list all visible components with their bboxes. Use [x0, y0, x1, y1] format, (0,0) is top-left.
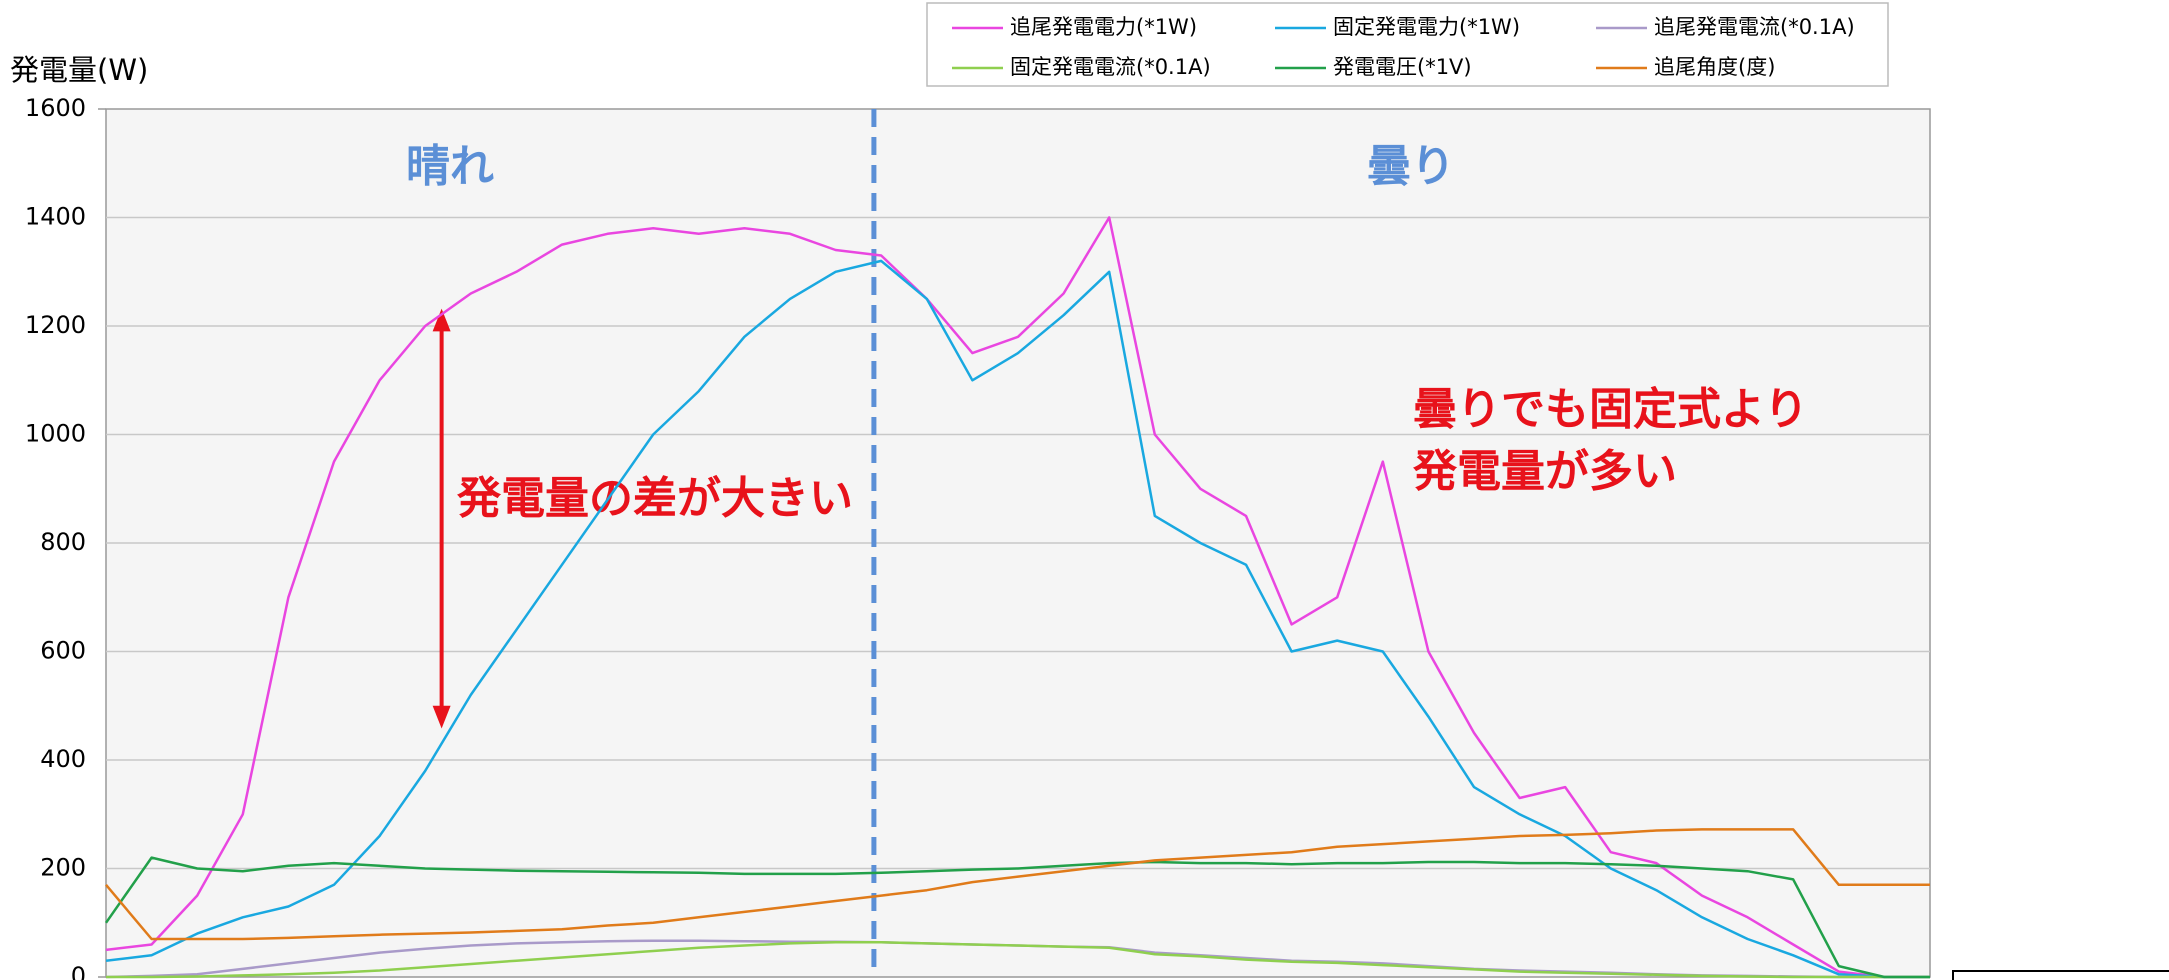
y-tick-label: 200	[40, 854, 86, 882]
y-tick-label: 1000	[25, 420, 86, 448]
annotation: 発電量が多い	[1412, 446, 1677, 497]
series-line	[105, 216, 1930, 979]
legend-box	[926, 2, 1889, 87]
y-tick-label: 0	[71, 962, 86, 980]
series-line	[105, 828, 1930, 941]
y-tick-label: 400	[40, 745, 86, 773]
series-line	[105, 259, 1930, 979]
legend-label: 固定発電電力(*1W)	[1333, 15, 1520, 39]
legend-label: 発電電圧(*1V)	[1333, 55, 1472, 79]
series-line	[106, 941, 1930, 979]
annotation: 晴れ	[406, 141, 494, 192]
y-tick-label: 1200	[25, 311, 86, 339]
legend-label: 追尾角度(度)	[1654, 55, 1775, 79]
series-line	[104, 856, 1930, 979]
y-tick-label: 1600	[25, 94, 86, 122]
arrow-head	[432, 705, 451, 729]
arrow-head	[432, 308, 451, 332]
legend-label: 固定発電電流(*0.1A)	[1010, 55, 1211, 79]
annotation: 曇りでも固定式より	[1413, 384, 1808, 435]
annotation: 曇り	[1367, 141, 1455, 192]
y-tick-label: 600	[40, 637, 86, 665]
y-tick-label: 1400	[25, 203, 86, 231]
y-tick-label: 800	[40, 528, 86, 556]
legend-label: 追尾発電電力(*1W)	[1010, 15, 1197, 39]
annotation: 発電量の差が大きい	[456, 473, 853, 524]
legend-label: 追尾発電電流(*0.1A)	[1654, 15, 1855, 39]
y-axis-label: 発電量(W)	[10, 53, 148, 87]
frame	[1952, 970, 2169, 980]
